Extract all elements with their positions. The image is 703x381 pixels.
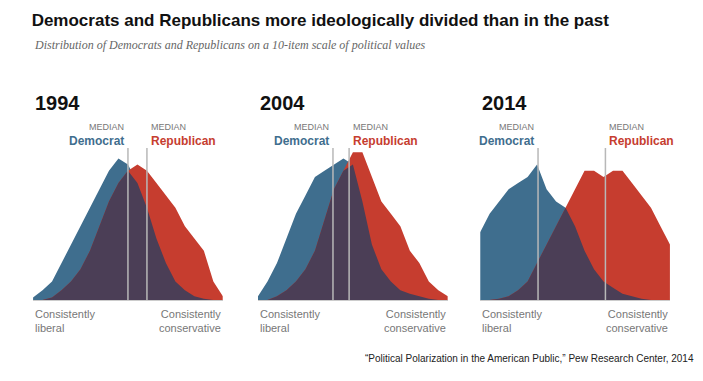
svg-text:MEDIAN: MEDIAN [151, 122, 186, 132]
svg-text:Democrat: Democrat [479, 134, 534, 148]
svg-text:MEDIAN: MEDIAN [294, 122, 329, 132]
svg-text:“Political Polarization in the: “Political Polarization in the American … [365, 353, 694, 364]
svg-text:MEDIAN: MEDIAN [499, 122, 534, 132]
svg-text:Consistentlyconservative: Consistentlyconservative [606, 308, 668, 334]
svg-text:2004: 2004 [260, 92, 305, 114]
svg-text:Democrat: Democrat [69, 134, 124, 148]
svg-text:Democrats and Republicans more: Democrats and Republicans more ideologic… [32, 11, 610, 30]
svg-text:Consistentlyliberal: Consistentlyliberal [35, 308, 95, 334]
svg-text:MEDIAN: MEDIAN [89, 122, 124, 132]
svg-text:Republican: Republican [151, 134, 216, 148]
svg-text:Consistentlyconservative: Consistentlyconservative [384, 308, 446, 334]
svg-text:MEDIAN: MEDIAN [609, 122, 644, 132]
svg-text:Consistentlyliberal: Consistentlyliberal [482, 308, 542, 334]
svg-text:Consistentlyliberal: Consistentlyliberal [260, 308, 320, 334]
svg-text:Distribution of Democrats and: Distribution of Democrats and Republican… [34, 38, 426, 52]
svg-text:2014: 2014 [482, 92, 527, 114]
svg-text:MEDIAN: MEDIAN [353, 122, 388, 132]
svg-text:Consistentlyconservative: Consistentlyconservative [159, 308, 221, 334]
svg-text:Republican: Republican [609, 134, 674, 148]
svg-text:Republican: Republican [353, 134, 418, 148]
svg-text:Democrat: Democrat [274, 134, 329, 148]
svg-text:1994: 1994 [35, 92, 80, 114]
